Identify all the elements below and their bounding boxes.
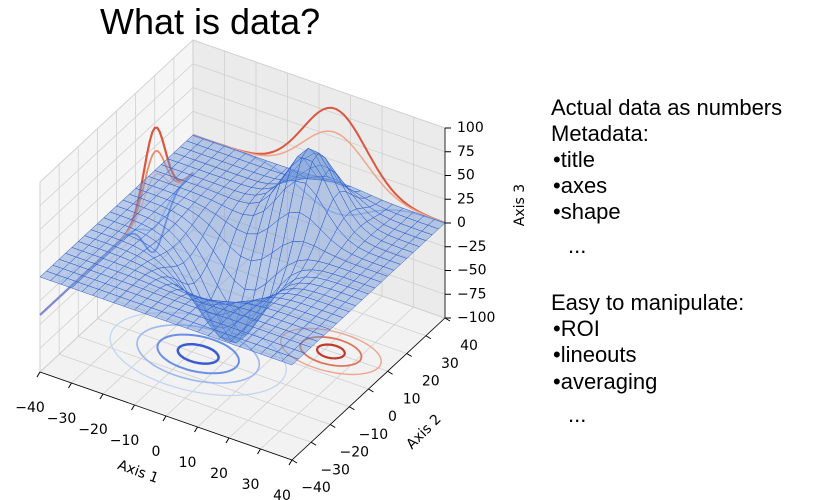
- surface-patch: [281, 355, 299, 366]
- y-tick-label: 30: [441, 356, 459, 372]
- slide-title: What is data?: [100, 1, 320, 42]
- tick-mark: [406, 353, 413, 357]
- x-axis-label: Axis 1: [115, 457, 160, 487]
- y-tick-label: 10: [403, 391, 421, 407]
- z-tick-label: 0: [457, 215, 466, 231]
- y-tick-label: 20: [422, 374, 440, 390]
- wall-profile: [39, 172, 194, 316]
- grid-line: [192, 205, 446, 295]
- contour: [316, 343, 346, 360]
- note-line: Metadata:: [551, 121, 649, 146]
- tick-mark: [131, 404, 135, 411]
- note-line: •title: [553, 147, 595, 172]
- note-line: Easy to manipulate:: [551, 290, 744, 315]
- note-line: •ROI: [553, 316, 600, 341]
- note-line: •lineouts: [553, 342, 637, 367]
- grid-line: [192, 110, 446, 200]
- z-tick-label: −75: [457, 286, 487, 302]
- x-tick-label: −20: [78, 422, 108, 438]
- contour: [279, 327, 382, 376]
- contour: [109, 311, 287, 397]
- z-axis-label: Axis 3: [512, 184, 528, 226]
- note-line: ...: [568, 402, 586, 427]
- tick-mark: [387, 370, 393, 375]
- x-tick-label: −30: [47, 411, 77, 427]
- contour: [136, 324, 261, 384]
- grid-line: [39, 205, 194, 349]
- y-tick-label: 0: [388, 409, 397, 425]
- x-tick-label: −40: [15, 400, 45, 416]
- tick-mark: [310, 441, 317, 446]
- y-tick-label: 40: [460, 338, 478, 354]
- tick-mark: [162, 415, 167, 422]
- grid-line: [39, 110, 194, 254]
- z-tick-label: −50: [457, 263, 487, 279]
- tick-mark: [288, 459, 293, 466]
- x-tick-label: 30: [242, 477, 260, 493]
- grid-line: [39, 158, 194, 302]
- tick-mark: [291, 459, 298, 464]
- z-tick-label: 100: [457, 120, 484, 136]
- z-tick-label: −100: [457, 310, 495, 326]
- tick-mark: [99, 393, 104, 400]
- grid-line: [39, 39, 194, 183]
- y-tick-label: −10: [359, 427, 389, 443]
- grid-line: [39, 229, 194, 373]
- tick-mark: [68, 382, 72, 389]
- grid-line: [173, 247, 427, 337]
- note-line: •axes: [553, 173, 607, 198]
- note-line: •shape: [553, 199, 621, 224]
- grid-line: [78, 336, 331, 425]
- tick-mark: [257, 448, 261, 455]
- grid-line: [97, 318, 350, 408]
- z-tick-label: 75: [457, 144, 475, 160]
- note-line: ...: [568, 233, 586, 258]
- grid-line: [192, 158, 446, 248]
- z-tick-label: 50: [457, 168, 475, 184]
- z-tick-label: −25: [457, 239, 487, 255]
- tick-mark: [368, 388, 374, 393]
- tick-mark: [349, 406, 355, 411]
- grid-line: [116, 300, 369, 390]
- x-tick-label: 0: [152, 444, 161, 460]
- grid-line: [39, 63, 194, 207]
- y-axis-label: Axis 2: [403, 411, 444, 452]
- grid-line: [192, 39, 446, 129]
- tick-mark: [36, 371, 41, 378]
- x-tick-label: 40: [273, 488, 291, 500]
- grid-line: [39, 87, 194, 230]
- tick-mark: [329, 424, 336, 428]
- contour: [156, 333, 240, 375]
- note-line: •averaging: [553, 369, 657, 394]
- y-tick-label: −30: [320, 462, 350, 478]
- grid-line: [58, 353, 312, 443]
- tick-mark: [225, 437, 230, 444]
- tick-mark: [425, 335, 432, 340]
- tick-mark: [194, 426, 198, 433]
- y-tick-label: −40: [301, 480, 331, 496]
- x-tick-label: 10: [179, 455, 197, 471]
- grid-line: [135, 282, 388, 372]
- y-tick-label: −20: [339, 445, 369, 461]
- z-tick-label: 25: [457, 191, 475, 207]
- grid-line: [192, 87, 446, 176]
- contour: [176, 343, 220, 365]
- note-line: Actual data as numbers: [551, 95, 782, 120]
- notes: Actual data as numbersMetadata:•title•ax…: [551, 95, 782, 427]
- x-tick-label: −10: [110, 433, 140, 449]
- grid-line: [192, 63, 446, 153]
- x-tick-label: 20: [210, 466, 228, 482]
- grid-line: [192, 229, 446, 319]
- grid-line: [192, 182, 446, 271]
